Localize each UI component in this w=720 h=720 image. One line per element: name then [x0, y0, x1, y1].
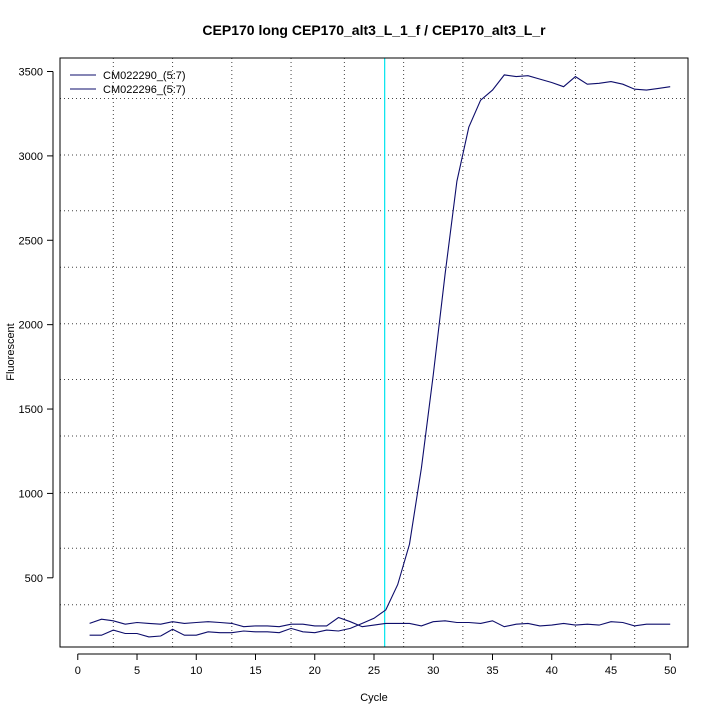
x-axis-label: Cycle	[360, 692, 388, 704]
x-tick-label-10: 50	[664, 665, 676, 677]
y-tick-label-1: 1000	[19, 488, 43, 500]
series-line-1	[89, 74, 671, 638]
x-tick-label-1: 5	[134, 665, 140, 677]
y-tick-label-3: 2000	[19, 320, 43, 332]
y-tick-label-5: 3000	[19, 151, 43, 163]
y-tick-label-0: 500	[25, 573, 43, 585]
x-tick-label-7: 35	[486, 665, 498, 677]
series-lines	[89, 74, 671, 638]
x-tick-label-3: 15	[249, 665, 261, 677]
y-tick-label-6: 3500	[19, 67, 43, 79]
x-tick-label-4: 20	[309, 665, 321, 677]
x-tick-label-8: 40	[546, 665, 558, 677]
chart-title: CEP170 long CEP170_alt3_L_1_f / CEP170_a…	[202, 22, 546, 38]
plot-frame	[59, 57, 689, 648]
x-tick-label-9: 45	[605, 665, 617, 677]
x-axis: 0 5 10 15 20 25 30 35 40 45 50	[75, 653, 676, 677]
legend-label-1: CM022290_(5:7)	[103, 70, 186, 82]
x-tick-label-6: 30	[427, 665, 439, 677]
x-tick-label-0: 0	[75, 665, 81, 677]
x-tick-label-2: 10	[190, 665, 202, 677]
legend: CM022290_(5:7) CM022296_(5:7)	[70, 70, 186, 96]
x-tick-label-5: 25	[368, 665, 380, 677]
legend-label-2: CM022296_(5:7)	[103, 84, 186, 96]
grid-lines	[60, 58, 688, 647]
y-tick-label-2: 1500	[19, 404, 43, 416]
y-axis: 500 1000 1500 2000 2500 3000 3500	[19, 67, 54, 585]
y-axis-label: Fluorescent	[5, 323, 17, 380]
series-line-2	[89, 616, 671, 628]
y-tick-label-4: 2500	[19, 235, 43, 247]
